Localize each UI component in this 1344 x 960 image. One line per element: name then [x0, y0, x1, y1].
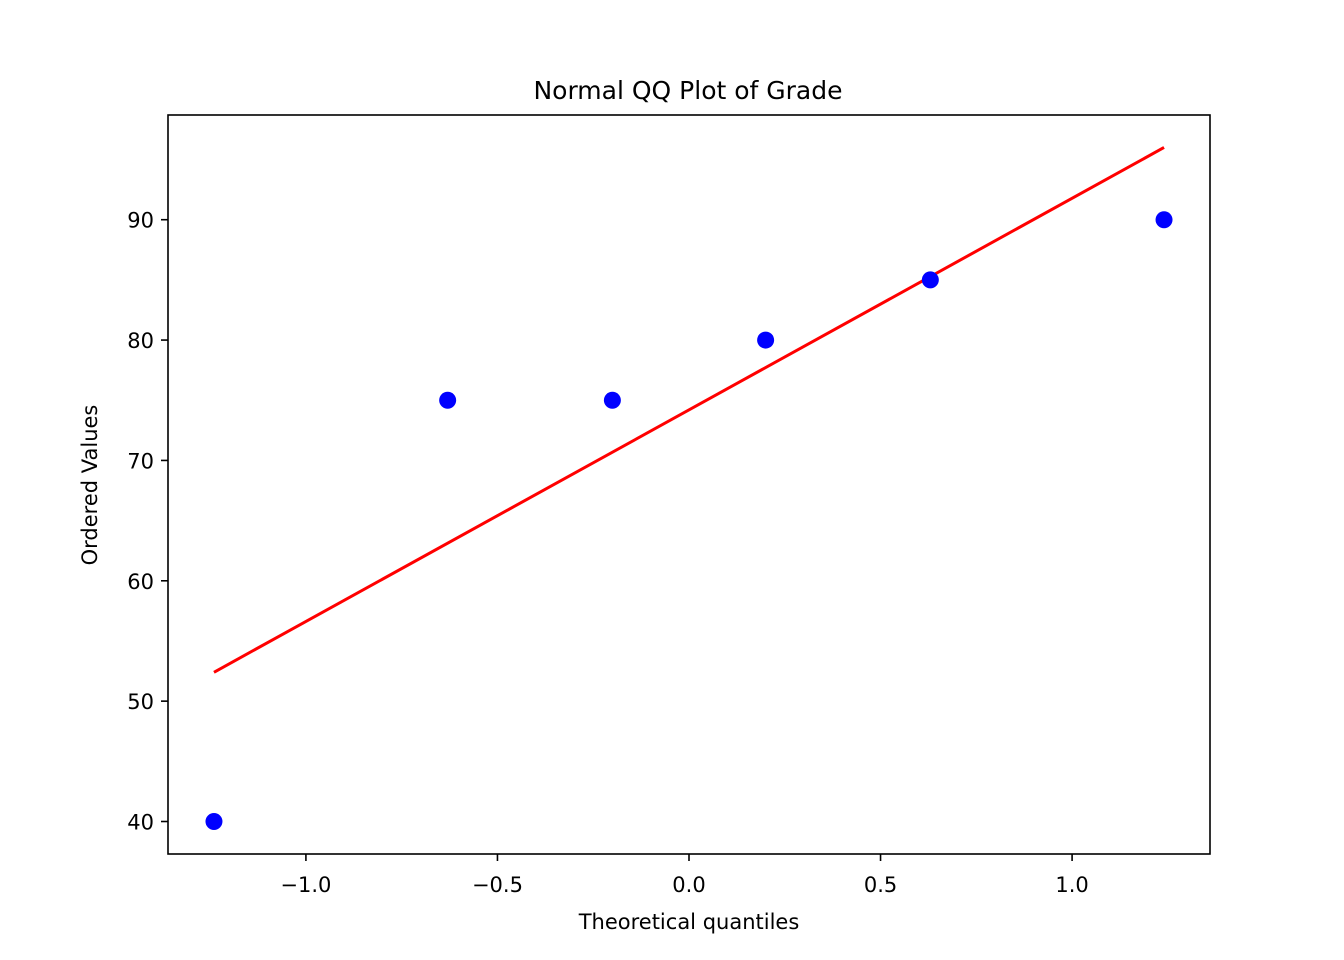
y-tick-label: 80	[127, 329, 154, 353]
x-tick-label: 0.5	[864, 873, 897, 897]
y-tick-label: 90	[127, 209, 154, 233]
y-tick-label: 60	[127, 570, 154, 594]
plot-area	[205, 146, 1173, 831]
data-point	[603, 391, 621, 409]
y-tick-label: 50	[127, 690, 154, 714]
data-point	[1155, 211, 1173, 229]
data-point	[439, 391, 457, 409]
data-point	[205, 813, 223, 831]
y-tick-label: 70	[127, 449, 154, 473]
plot-frame	[167, 114, 1211, 855]
data-point	[757, 331, 775, 349]
x-axis-label: Theoretical quantiles	[578, 910, 800, 934]
x-tick-label: 0.0	[672, 873, 705, 897]
x-tick-label: −1.0	[280, 873, 331, 897]
x-tick-label: 1.0	[1055, 873, 1088, 897]
y-tick-label: 40	[127, 811, 154, 835]
y-axis: 40 50 60 70 80 90	[127, 209, 168, 835]
data-point	[921, 271, 939, 289]
x-axis: −1.0 −0.5 0.0 0.5 1.0	[280, 854, 1089, 897]
y-axis-label: Ordered Values	[78, 405, 102, 566]
x-tick-label: −0.5	[472, 873, 523, 897]
chart-title: Normal QQ Plot of Grade	[533, 76, 842, 105]
fit-line	[213, 146, 1165, 674]
